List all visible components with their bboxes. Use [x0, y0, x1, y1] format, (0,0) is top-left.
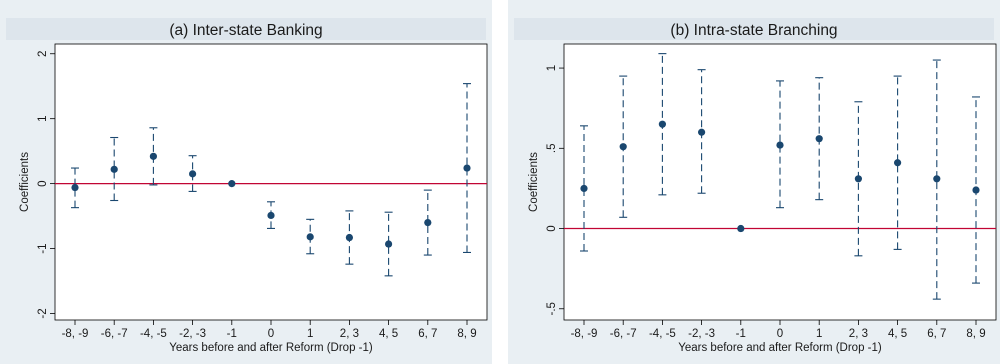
coefficient-point [71, 183, 79, 192]
x-tick-label: -8, -9 [571, 328, 598, 340]
y-tick-label: -.5 [546, 302, 558, 315]
x-tick-label: -6, -7 [610, 328, 637, 340]
x-tick-label: 2, 3 [849, 328, 868, 340]
coefficient-point [228, 180, 236, 188]
chart-title: (b) Intra-state Branching [670, 22, 837, 39]
coefficient-point [658, 120, 667, 128]
coefficient-point [933, 175, 941, 183]
y-tick-label: 2 [37, 51, 49, 57]
x-tick-label: 4, 5 [888, 328, 907, 340]
x-tick-label: 1 [307, 328, 313, 340]
x-tick-label: -1 [736, 328, 746, 340]
title-band [514, 18, 994, 40]
y-tick-label: -1 [37, 243, 49, 253]
x-tick-label: 8, 9 [457, 328, 476, 340]
x-tick-label: -2, -3 [688, 328, 715, 340]
chart-title: (a) Inter-state Banking [169, 22, 322, 39]
coefficient-point [306, 233, 314, 241]
x-tick-label: 6, 7 [418, 328, 437, 340]
y-tick-label: 0 [546, 225, 558, 231]
y-tick-label: 1 [37, 115, 49, 121]
x-tick-label: 2, 3 [340, 328, 359, 340]
y-axis-label: Coefficients [528, 152, 540, 212]
x-tick-label: 0 [777, 328, 783, 340]
coefficient-point [345, 233, 353, 242]
x-tick-label: -4, -5 [649, 328, 676, 340]
coefficient-point [463, 164, 471, 172]
coefficient-point [972, 186, 980, 194]
x-tick-label: 6, 7 [927, 328, 946, 340]
y-tick-label: -2 [37, 308, 49, 318]
y-axis-label: Coefficients [19, 152, 31, 212]
coefficient-point [698, 128, 706, 136]
coefficient-point [580, 184, 588, 193]
x-axis-label: Years before and after Reform (Drop -1) [169, 342, 373, 354]
y-tick-label: 0 [37, 180, 49, 186]
x-tick-label: 4, 5 [379, 328, 398, 340]
x-tick-label: -4, -5 [140, 328, 167, 340]
coefficient-point [815, 135, 823, 143]
plot-area [54, 43, 488, 321]
y-tick-label: .5 [546, 144, 558, 154]
chart-panel-a: (a) Inter-state Banking 2 1 0 -1 -2 -8, -9 -6, … [0, 0, 492, 364]
y-tick-label: 1 [546, 65, 558, 71]
coefficient-point [385, 240, 393, 248]
x-tick-label: -2, -3 [179, 328, 206, 340]
title-band [6, 18, 486, 40]
x-tick-label: 8, 9 [966, 328, 985, 340]
x-tick-label: -1 [227, 328, 237, 340]
coefficient-point [189, 170, 197, 178]
coefficient-point [894, 159, 902, 167]
coefficient-point [854, 175, 863, 183]
x-axis-label: Years before and after Reform (Drop -1) [678, 342, 882, 354]
x-tick-label: -6, -7 [101, 328, 128, 340]
coefficient-point [110, 165, 118, 173]
coefficient-point [424, 218, 432, 227]
chart-panel-b: (b) Intra-state Branching 1 .5 0 -.5 -8, -9 -6… [508, 0, 1000, 364]
x-tick-label: 1 [816, 328, 822, 340]
coefficient-point [149, 152, 157, 160]
x-tick-label: 0 [268, 328, 274, 340]
coefficient-point [267, 211, 275, 220]
x-tick-label: -8, -9 [62, 328, 89, 340]
coefficient-point [737, 224, 745, 233]
coefficient-point [776, 141, 784, 149]
coefficient-point [619, 143, 627, 151]
